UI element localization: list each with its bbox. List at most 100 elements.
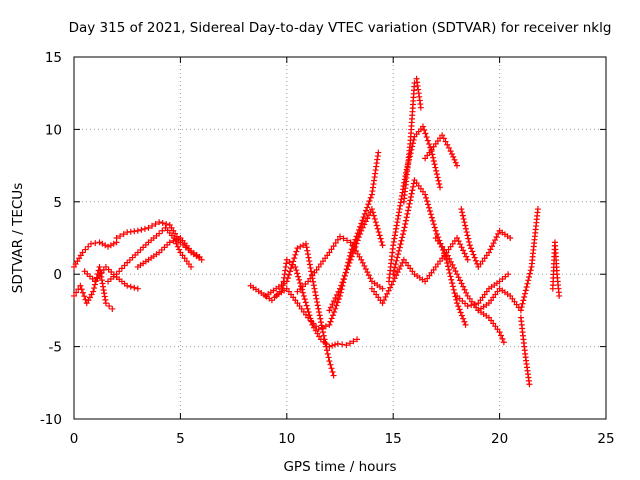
x-tick-label: 5 bbox=[176, 431, 185, 447]
data-point bbox=[361, 210, 368, 217]
data-point bbox=[113, 235, 120, 241]
data-point bbox=[460, 247, 467, 254]
data-point bbox=[525, 277, 532, 284]
data-point bbox=[170, 237, 177, 244]
data-point bbox=[430, 221, 437, 228]
data-point bbox=[527, 267, 534, 274]
data-point bbox=[430, 154, 437, 161]
data-point bbox=[463, 229, 470, 236]
series-arc-r bbox=[454, 271, 512, 310]
data-point bbox=[361, 221, 368, 228]
data-point bbox=[460, 215, 467, 222]
data-point bbox=[523, 284, 530, 291]
data-point bbox=[460, 283, 467, 290]
data-point bbox=[385, 287, 392, 294]
data-point bbox=[102, 300, 109, 307]
data-point bbox=[366, 197, 373, 204]
data-point bbox=[371, 215, 378, 222]
data-point bbox=[334, 340, 341, 347]
series-arc-k bbox=[326, 206, 386, 314]
data-point bbox=[430, 157, 437, 164]
data-point bbox=[300, 292, 307, 299]
x-tick-label: 15 bbox=[385, 431, 402, 447]
data-point bbox=[461, 286, 468, 293]
data-point bbox=[311, 285, 318, 292]
data-point bbox=[388, 281, 395, 288]
data-point bbox=[107, 242, 114, 249]
data-point bbox=[196, 253, 203, 260]
data-point bbox=[452, 159, 459, 166]
data-point bbox=[77, 282, 84, 289]
data-point bbox=[316, 309, 323, 316]
y-tick-label: -10 bbox=[40, 412, 62, 428]
data-point bbox=[396, 266, 403, 273]
data-point bbox=[344, 266, 351, 273]
data-point bbox=[343, 342, 350, 349]
data-point bbox=[391, 275, 398, 282]
data-point bbox=[315, 326, 322, 333]
data-point bbox=[442, 138, 449, 145]
data-point bbox=[337, 233, 343, 240]
data-point bbox=[495, 230, 502, 237]
data-point bbox=[500, 339, 507, 346]
data-point bbox=[332, 239, 339, 246]
data-point bbox=[368, 206, 375, 213]
data-point bbox=[118, 265, 125, 272]
series-arc-c bbox=[71, 263, 116, 312]
data-point bbox=[398, 237, 405, 244]
data-point bbox=[330, 372, 337, 379]
data-point bbox=[116, 268, 123, 275]
data-point bbox=[520, 297, 527, 304]
data-point bbox=[79, 249, 86, 256]
data-point bbox=[556, 292, 563, 299]
data-point bbox=[71, 292, 77, 299]
data-point bbox=[400, 231, 407, 238]
data-point bbox=[310, 278, 317, 285]
data-point bbox=[333, 291, 340, 298]
data-point bbox=[188, 263, 195, 270]
data-point bbox=[470, 251, 477, 258]
data-point bbox=[120, 231, 127, 238]
data-point bbox=[292, 263, 299, 270]
data-point bbox=[345, 263, 352, 270]
data-point bbox=[360, 214, 367, 221]
data-point bbox=[359, 224, 366, 231]
data-point bbox=[400, 227, 407, 234]
data-point bbox=[518, 304, 525, 311]
data-point bbox=[387, 284, 394, 291]
data-point bbox=[102, 242, 109, 249]
data-point bbox=[329, 301, 336, 308]
data-point bbox=[304, 247, 311, 254]
data-point bbox=[450, 153, 457, 160]
data-point bbox=[321, 336, 328, 343]
data-point bbox=[463, 289, 470, 296]
data-point bbox=[408, 190, 415, 197]
data-point bbox=[288, 265, 295, 272]
data-point bbox=[507, 235, 514, 241]
data-point bbox=[361, 262, 368, 269]
data-point bbox=[424, 137, 431, 144]
data-point bbox=[359, 217, 366, 224]
data-point bbox=[431, 161, 438, 168]
data-point bbox=[472, 257, 479, 264]
data-point bbox=[425, 204, 432, 211]
data-point bbox=[319, 324, 326, 331]
series-arc-n bbox=[400, 75, 424, 205]
data-point bbox=[296, 276, 303, 283]
data-point bbox=[358, 256, 365, 263]
data-point bbox=[402, 217, 409, 224]
data-point bbox=[519, 300, 526, 307]
data-point bbox=[302, 299, 309, 306]
data-point bbox=[396, 244, 403, 251]
data-point bbox=[344, 237, 351, 244]
data-point bbox=[431, 224, 438, 231]
series-arc-s bbox=[458, 206, 514, 270]
data-point bbox=[323, 347, 330, 354]
data-point bbox=[342, 269, 349, 276]
data-point bbox=[451, 156, 458, 163]
data-point bbox=[328, 315, 335, 322]
axis-ticks: 0 5 10 15 20 25 -10 -5 0 5 10 15 bbox=[40, 50, 615, 447]
data-point bbox=[293, 267, 300, 274]
data-point bbox=[447, 258, 454, 265]
